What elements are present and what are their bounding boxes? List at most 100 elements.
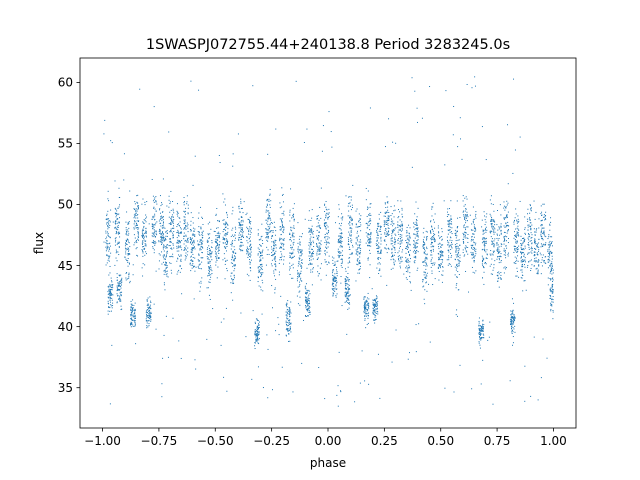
data-point bbox=[134, 317, 136, 319]
data-point bbox=[106, 215, 108, 217]
data-point bbox=[425, 257, 427, 259]
data-point bbox=[190, 241, 192, 243]
data-point bbox=[448, 221, 450, 223]
data-point bbox=[255, 329, 257, 331]
data-point bbox=[268, 210, 270, 212]
data-point bbox=[259, 256, 261, 258]
data-point bbox=[108, 256, 110, 258]
data-point bbox=[324, 236, 326, 238]
data-point bbox=[216, 241, 218, 243]
data-point bbox=[491, 218, 493, 220]
data-point bbox=[318, 272, 320, 274]
data-point bbox=[530, 207, 532, 209]
data-point bbox=[549, 263, 551, 265]
data-point bbox=[116, 293, 118, 295]
data-point bbox=[215, 255, 217, 257]
data-point bbox=[376, 267, 378, 269]
data-point bbox=[270, 263, 272, 265]
data-point bbox=[301, 253, 303, 255]
data-point bbox=[527, 253, 529, 255]
data-point bbox=[449, 229, 451, 231]
data-point bbox=[383, 224, 385, 226]
data-point bbox=[374, 305, 376, 307]
data-point bbox=[115, 249, 117, 251]
data-point bbox=[218, 221, 220, 223]
data-point bbox=[520, 257, 522, 259]
data-point bbox=[481, 261, 483, 263]
data-point bbox=[300, 255, 302, 257]
data-point bbox=[350, 216, 352, 218]
data-point bbox=[306, 301, 308, 303]
data-point bbox=[551, 301, 553, 303]
data-point bbox=[466, 211, 468, 213]
data-point bbox=[534, 231, 536, 233]
data-point bbox=[215, 253, 217, 255]
data-point bbox=[295, 80, 297, 82]
data-point bbox=[211, 270, 213, 272]
data-point bbox=[375, 315, 377, 317]
data-point bbox=[197, 266, 199, 268]
data-point bbox=[261, 265, 263, 267]
data-point bbox=[153, 223, 155, 225]
data-point bbox=[387, 224, 389, 226]
data-point bbox=[307, 310, 309, 312]
data-point bbox=[318, 250, 320, 252]
data-point bbox=[498, 249, 500, 251]
data-point bbox=[286, 317, 288, 319]
data-point bbox=[177, 229, 179, 231]
data-point bbox=[498, 237, 500, 239]
data-point bbox=[248, 230, 250, 232]
data-point bbox=[538, 250, 540, 252]
data-point bbox=[108, 227, 110, 229]
data-point bbox=[360, 241, 362, 243]
data-point bbox=[357, 235, 359, 237]
data-point bbox=[134, 325, 136, 327]
data-point bbox=[385, 207, 387, 209]
data-point bbox=[521, 277, 523, 279]
data-point bbox=[158, 241, 160, 243]
data-point bbox=[496, 258, 498, 260]
data-point bbox=[482, 323, 484, 325]
data-point bbox=[448, 259, 450, 261]
data-point bbox=[456, 226, 458, 228]
data-point bbox=[450, 217, 452, 219]
data-point bbox=[409, 249, 411, 251]
data-point bbox=[128, 250, 130, 252]
data-point bbox=[536, 243, 538, 245]
data-point bbox=[194, 235, 196, 237]
data-point bbox=[333, 277, 335, 279]
chart-title: 1SWASPJ072755.44+240138.8 Period 3283245… bbox=[146, 37, 510, 53]
data-point bbox=[328, 262, 330, 264]
data-point bbox=[514, 149, 516, 151]
data-point bbox=[168, 206, 170, 208]
data-point bbox=[258, 324, 260, 326]
data-point bbox=[296, 276, 298, 278]
data-point bbox=[317, 246, 319, 248]
data-point bbox=[364, 308, 366, 310]
data-point bbox=[505, 206, 507, 208]
data-point bbox=[218, 252, 220, 254]
data-point bbox=[338, 255, 340, 257]
data-point bbox=[426, 248, 428, 250]
data-point bbox=[193, 239, 195, 241]
data-point bbox=[370, 203, 372, 205]
data-point bbox=[282, 212, 284, 214]
data-point bbox=[162, 178, 164, 180]
data-point bbox=[324, 204, 326, 206]
data-point bbox=[489, 321, 491, 323]
data-point bbox=[262, 272, 264, 274]
data-point bbox=[215, 246, 217, 248]
data-point bbox=[526, 218, 528, 220]
data-point bbox=[341, 232, 343, 234]
data-point bbox=[409, 275, 411, 277]
data-point bbox=[107, 228, 109, 230]
data-point bbox=[528, 248, 530, 250]
data-point bbox=[347, 215, 349, 217]
data-point bbox=[377, 311, 379, 313]
data-point bbox=[109, 307, 111, 309]
data-point bbox=[207, 257, 209, 259]
data-point bbox=[348, 223, 350, 225]
data-point bbox=[316, 254, 318, 256]
data-point bbox=[484, 229, 486, 231]
